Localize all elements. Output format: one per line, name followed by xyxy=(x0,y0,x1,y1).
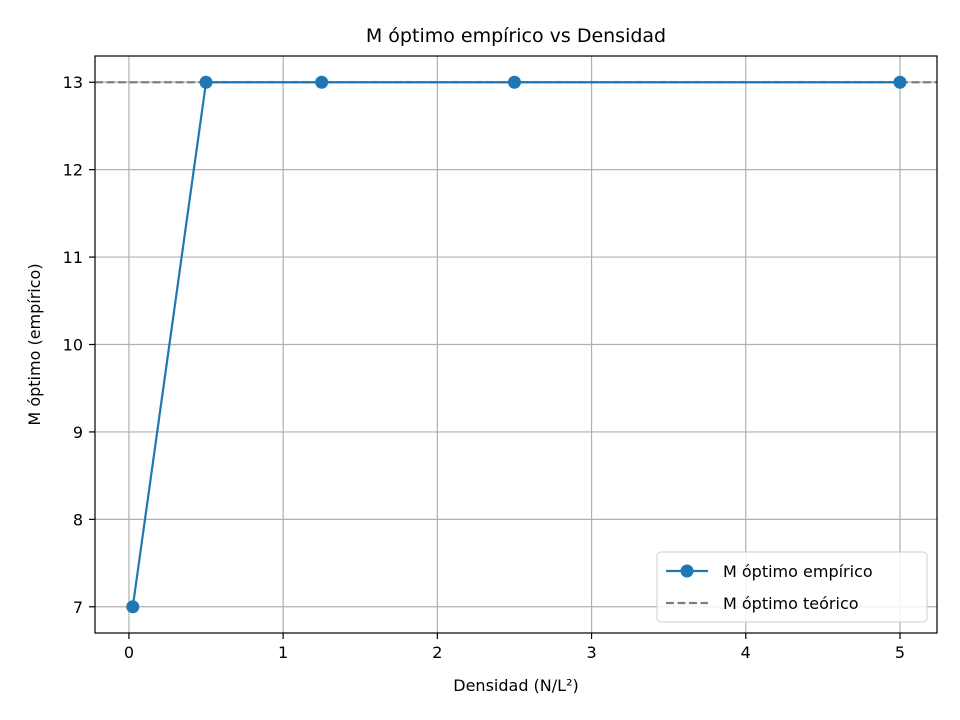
x-axis-label: Densidad (N/L²) xyxy=(453,676,578,695)
y-tick-label: 12 xyxy=(63,161,83,180)
x-tick-label: 0 xyxy=(124,643,134,662)
grid xyxy=(95,56,937,633)
series-layer xyxy=(126,75,907,614)
y-tick-label: 11 xyxy=(63,248,83,267)
legend-box xyxy=(656,551,928,623)
y-tick-label: 13 xyxy=(63,73,83,92)
data-point xyxy=(315,75,329,89)
legend: M óptimo empírico M óptimo teórico xyxy=(656,551,928,623)
y-tick-label: 7 xyxy=(73,598,83,617)
x-tick-label: 4 xyxy=(741,643,751,662)
x-tick-label: 5 xyxy=(895,643,905,662)
x-tick-label: 2 xyxy=(432,643,442,662)
x-tick-label: 1 xyxy=(278,643,288,662)
data-point xyxy=(507,75,521,89)
y-tick-label: 9 xyxy=(73,423,83,442)
y-tick-label: 8 xyxy=(73,510,83,529)
legend-marker-empirico xyxy=(680,564,694,578)
x-axis-ticks: 0 1 2 3 4 5 xyxy=(124,633,905,662)
legend-label-empirico: M óptimo empírico xyxy=(723,562,873,581)
y-tick-label: 10 xyxy=(63,336,83,355)
legend-label-teorico: M óptimo teórico xyxy=(723,594,859,613)
y-axis-ticks: 7 8 9 10 11 12 13 xyxy=(63,73,95,617)
data-point xyxy=(893,75,907,89)
data-point xyxy=(126,600,140,614)
chart-title: M óptimo empírico vs Densidad xyxy=(366,25,666,47)
y-axis-label: M óptimo (empírico) xyxy=(25,263,44,425)
data-point xyxy=(199,75,213,89)
x-tick-label: 3 xyxy=(586,643,596,662)
